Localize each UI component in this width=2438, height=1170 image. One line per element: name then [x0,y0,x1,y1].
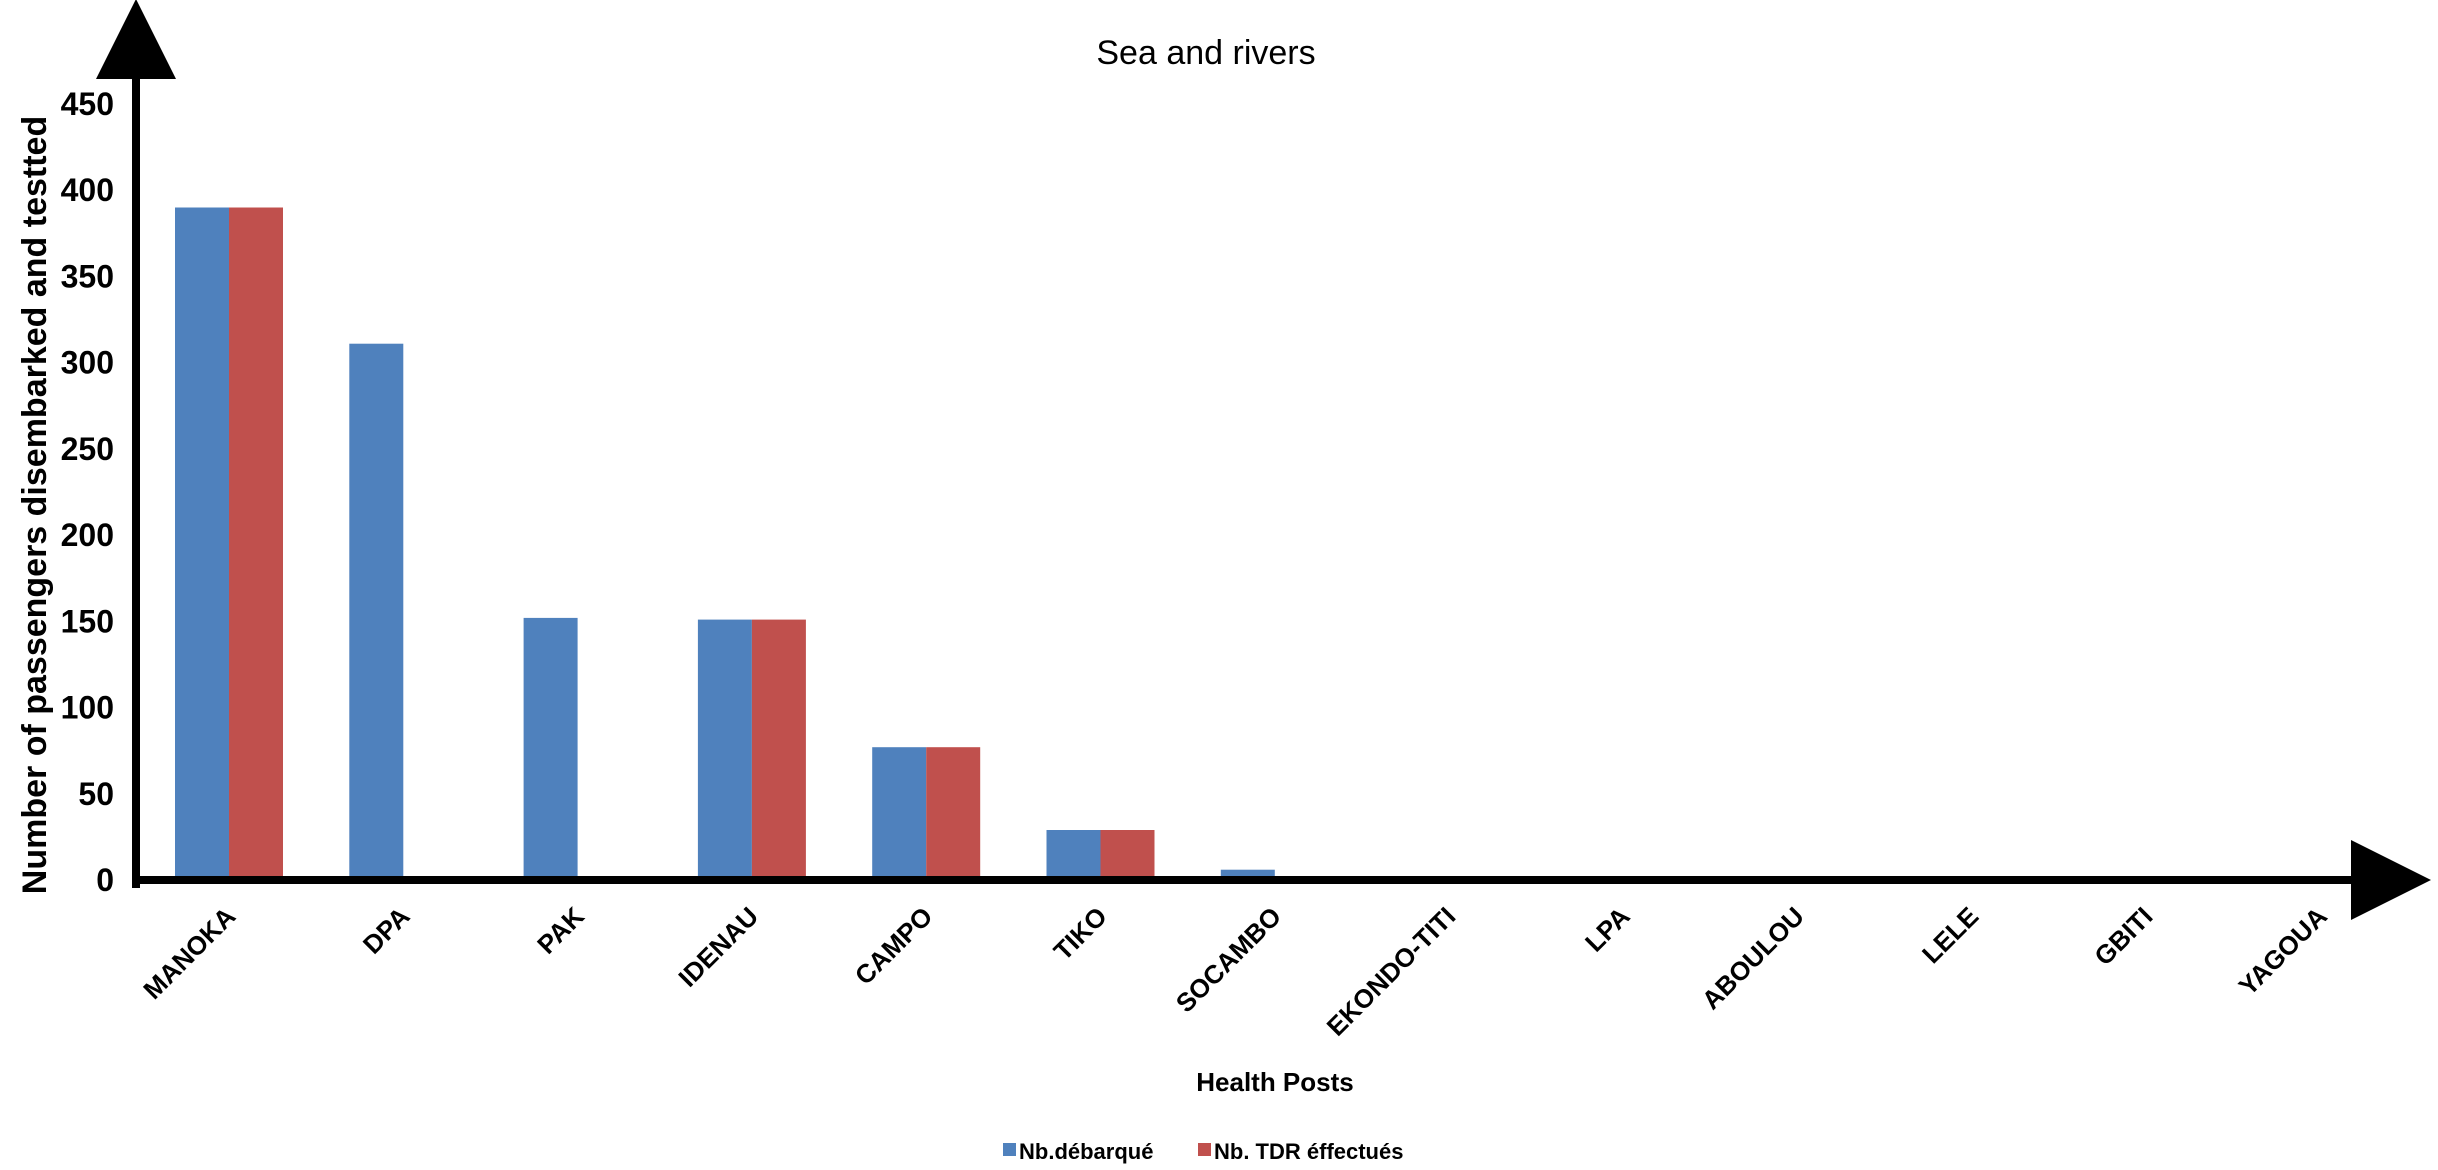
legend-swatch-debarque [1003,1143,1016,1156]
bar-tdr-tiko [1100,830,1155,880]
y-tick-label: 50 [78,776,114,812]
y-tick-labels: 0 50 100 150 200 250 300 350 400 450 [61,86,114,898]
bar-debarque-dpa [349,343,404,880]
y-tick-label: 400 [61,172,114,208]
y-tick-label: 350 [61,258,114,294]
x-tick-labels: MANOKA DPA PAK IDENAU CAMPO TIKO SOCAMBO EKONDO… [137,901,2333,1042]
bar-tdr-idenau [751,619,806,880]
bar-debarque-tiko [1046,830,1101,880]
y-tick-label: 300 [61,345,114,381]
bar-tdr-manoka [229,207,283,880]
legend-label-debarque: Nb.débarqué [1019,1139,1153,1164]
x-tick-label-idenau: IDENAU [672,901,764,993]
bar-tdr-campo [926,747,981,880]
y-tick-label: 200 [61,517,114,553]
x-tick-label-campo: CAMPO [849,901,939,991]
x-tick-label-aboulou: ABOULOU [1696,901,1810,1015]
x-tick-label-gbiti: GBITI [2088,901,2158,971]
bar-debarque-manoka [175,207,229,880]
x-tick-label-lele: LELE [1916,901,1984,969]
legend-swatch-tdr [1198,1143,1211,1156]
x-tick-label-tiko: TIKO [1048,901,1113,966]
x-tick-label-manoka: MANOKA [137,901,241,1005]
y-tick-label: 450 [61,86,114,122]
x-tick-label-pak: PAK [531,901,590,960]
x-tick-label-yagoua: YAGOUA [2233,901,2333,1001]
x-tick-label-dpa: DPA [357,901,416,960]
bars-layer [175,207,1275,880]
bar-debarque-pak [523,617,578,880]
bar-debarque-campo [872,747,927,880]
x-axis-title: Health Posts [1196,1067,1354,1097]
bar-debarque-socambo [1220,869,1275,880]
y-tick-label: 150 [61,603,114,639]
y-axis-title: Number of passengers disembarked and tes… [16,116,54,894]
chart-title: Sea and rivers [1096,34,1315,72]
y-tick-label: 100 [61,690,114,726]
x-tick-label-socambo: SOCAMBO [1170,901,1287,1018]
legend: Nb.débarqué Nb. TDR éffectués [1003,1139,1403,1164]
y-tick-label: 250 [61,431,114,467]
y-tick-label: 0 [96,862,114,898]
bar-debarque-idenau [697,619,752,880]
x-tick-label-ekondo-titi: EKONDO-TITI [1321,901,1462,1042]
x-tick-label-lpa: LPA [1579,901,1636,958]
legend-label-tdr: Nb. TDR éffectués [1214,1139,1403,1164]
